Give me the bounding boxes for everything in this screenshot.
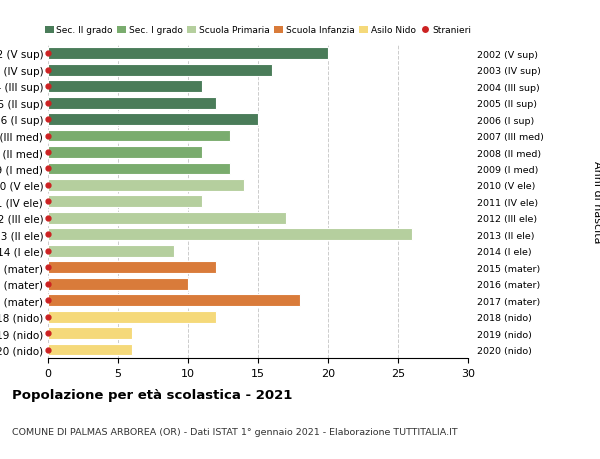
Bar bbox=[48, 147, 202, 159]
Bar bbox=[48, 65, 272, 77]
Bar bbox=[48, 48, 328, 60]
Bar bbox=[48, 311, 216, 323]
Bar bbox=[48, 245, 174, 257]
Bar bbox=[48, 97, 216, 109]
Bar bbox=[48, 295, 300, 307]
Bar bbox=[48, 163, 230, 175]
Bar bbox=[48, 213, 286, 224]
Bar bbox=[48, 196, 202, 208]
Bar bbox=[48, 114, 258, 126]
Bar bbox=[48, 262, 216, 274]
Bar bbox=[48, 130, 230, 142]
Bar bbox=[48, 327, 132, 339]
Bar bbox=[48, 81, 202, 93]
Bar bbox=[48, 278, 188, 290]
Bar bbox=[48, 344, 132, 356]
Bar bbox=[48, 179, 244, 191]
Text: Popolazione per età scolastica - 2021: Popolazione per età scolastica - 2021 bbox=[12, 388, 292, 401]
Legend: Sec. II grado, Sec. I grado, Scuola Primaria, Scuola Infanzia, Asilo Nido, Stran: Sec. II grado, Sec. I grado, Scuola Prim… bbox=[44, 26, 472, 35]
Text: COMUNE DI PALMAS ARBOREA (OR) - Dati ISTAT 1° gennaio 2021 - Elaborazione TUTTIT: COMUNE DI PALMAS ARBOREA (OR) - Dati IST… bbox=[12, 427, 458, 436]
Bar bbox=[48, 229, 412, 241]
Text: Anni di nascita: Anni di nascita bbox=[592, 161, 600, 243]
